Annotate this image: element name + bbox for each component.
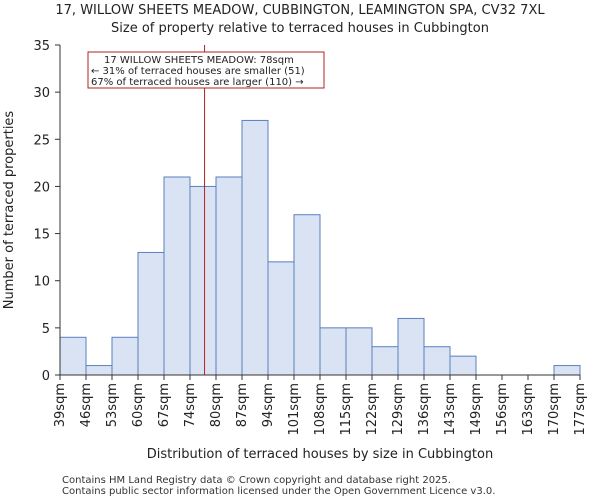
x-tick-label: 80sqm: [209, 383, 224, 427]
bar-60sqm: [137, 251, 165, 376]
bar-87sqm: [241, 119, 269, 376]
y-tick-label: 35: [33, 39, 50, 54]
x-tick-label: 39sqm: [53, 383, 68, 427]
x-tick-label: 163sqm: [521, 383, 536, 436]
x-tick-label: 156sqm: [495, 383, 510, 436]
x-tick-label: 94sqm: [261, 383, 276, 427]
x-axis-ticks: 39sqm 46sqm 53sqm 60sqm 67sqm 74sqm 80sqm 87sqm…: [53, 375, 588, 436]
x-tick-label: 115sqm: [339, 383, 354, 436]
bar-46sqm: [85, 365, 113, 376]
bar-53sqm: [111, 336, 139, 376]
bar-143sqm: [449, 355, 477, 376]
x-axis-label: Distribution of terraced houses by size …: [147, 447, 493, 462]
bar-67sqm: [163, 176, 191, 376]
bar-122sqm: [371, 346, 399, 376]
bars-group: [59, 119, 581, 376]
x-tick-label: 136sqm: [417, 383, 432, 436]
bar-80sqm: [215, 176, 243, 376]
footer-line-1: Contains HM Land Registry data © Crown c…: [62, 475, 451, 486]
x-tick-label: 170sqm: [547, 383, 562, 436]
x-tick-label: 129sqm: [391, 383, 406, 436]
x-tick-label: 177sqm: [573, 383, 588, 436]
x-tick-label: 87sqm: [235, 383, 250, 427]
x-tick-label: 53sqm: [105, 383, 120, 427]
bar-136sqm: [423, 346, 451, 376]
annotation-line-1: 17 WILLOW SHEETS MEADOW: 78sqm: [104, 55, 294, 66]
bar-108sqm: [319, 327, 347, 376]
x-tick-label: 143sqm: [443, 383, 458, 436]
bar-101sqm: [293, 214, 321, 376]
y-tick-label: 30: [33, 86, 50, 101]
y-axis-ticks: 0 5 10 15 20 25 30 35: [33, 39, 60, 384]
annotation-line-3: 67% of terraced houses are larger (110) …: [91, 77, 304, 88]
bar-94sqm: [267, 261, 295, 376]
x-tick-label: 60sqm: [131, 383, 146, 427]
bar-129sqm: [397, 317, 425, 376]
x-tick-label: 149sqm: [469, 383, 484, 436]
annotation-line-2: ← 31% of terraced houses are smaller (51…: [91, 66, 305, 77]
y-tick-label: 10: [33, 275, 50, 290]
x-tick-label: 46sqm: [79, 383, 94, 427]
y-tick-label: 20: [33, 180, 50, 195]
x-tick-label: 101sqm: [287, 383, 302, 436]
y-tick-label: 25: [33, 133, 50, 148]
y-tick-label: 5: [42, 322, 50, 337]
bar-115sqm: [345, 327, 373, 376]
chart-title: 17, WILLOW SHEETS MEADOW, CUBBINGTON, LE…: [55, 3, 545, 18]
bar-74sqm: [189, 185, 217, 376]
x-tick-label: 74sqm: [183, 383, 198, 427]
y-tick-label: 15: [33, 228, 50, 243]
x-tick-label: 122sqm: [365, 383, 380, 436]
y-tick-label: 0: [42, 369, 50, 384]
x-tick-label: 108sqm: [313, 383, 328, 436]
bar-170sqm: [553, 365, 581, 376]
footer-line-2: Contains public sector information licen…: [62, 486, 495, 497]
annotation-box: [87, 51, 325, 89]
chart-subtitle: Size of property relative to terraced ho…: [111, 21, 489, 36]
x-tick-label: 67sqm: [157, 383, 172, 427]
y-axis-label: Number of terraced properties: [2, 111, 17, 310]
bar-39sqm: [59, 336, 87, 376]
